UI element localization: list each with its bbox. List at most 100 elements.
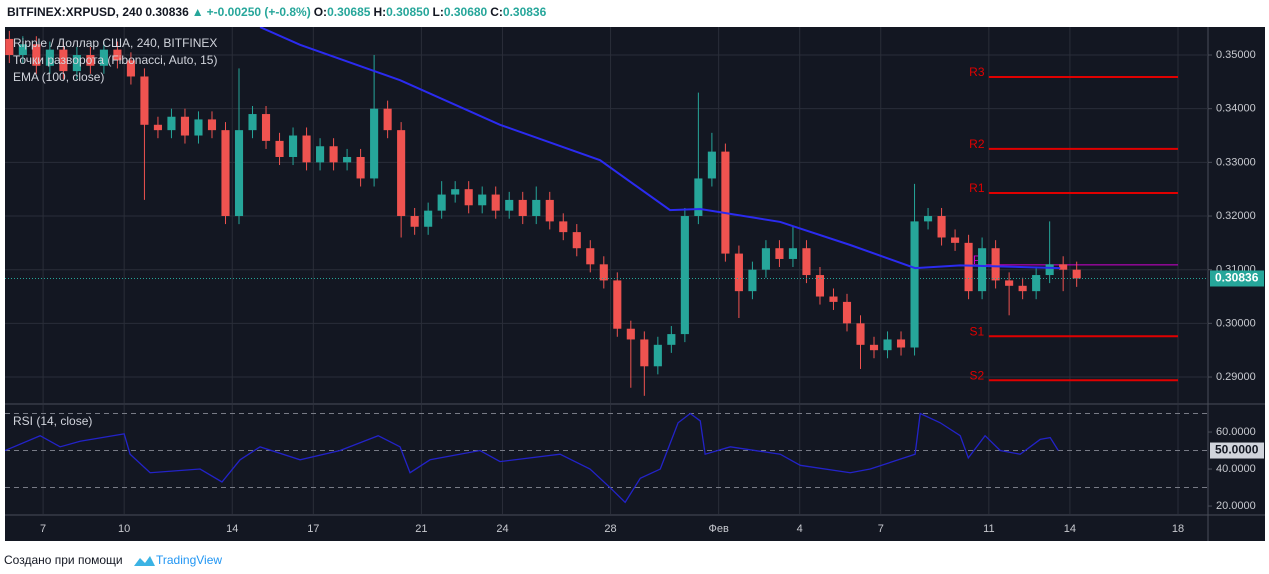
candle-body: [869, 344, 879, 351]
candle-body: [842, 301, 852, 324]
x-tick-label: 14: [1064, 523, 1076, 535]
candle-body: [72, 55, 81, 72]
footer-brand[interactable]: TradingView: [156, 553, 222, 567]
legend-ema: EMA (100, close): [13, 70, 104, 84]
candle-body: [248, 114, 257, 131]
y-tick-label: 0.30000: [1216, 317, 1256, 329]
pivot-label: S1: [970, 324, 985, 338]
candle-body: [356, 156, 365, 179]
last-price-label: 0.30836: [1215, 271, 1259, 285]
x-tick-label: 7: [878, 523, 884, 535]
candle-body: [951, 237, 960, 243]
change: +-0.00250 (+-0.8%): [207, 5, 311, 19]
candle-body: [991, 248, 1000, 281]
candle-body: [1005, 280, 1014, 286]
legend-title: Ripple / Доллар США, 240, BITFINEX: [13, 36, 217, 50]
rsi-last-label: 50.0000: [1215, 443, 1259, 457]
x-tick-label: 24: [496, 523, 508, 535]
x-tick-label: 14: [226, 523, 238, 535]
y-tick-label: 0.32000: [1216, 210, 1256, 222]
candle-body: [1018, 285, 1027, 292]
candle-body: [680, 216, 689, 335]
candle-body: [302, 135, 311, 163]
last-price-box: [1210, 270, 1264, 287]
candle-body: [329, 146, 338, 163]
candle-body: [518, 199, 527, 217]
candle-body: [194, 119, 203, 136]
candle-body: [896, 339, 906, 348]
candle-body: [316, 146, 325, 163]
y-tick-label: 20.0000: [1216, 500, 1256, 512]
candle-body: [694, 178, 703, 217]
x-tick-label: 10: [118, 523, 130, 535]
candle-body: [721, 151, 730, 254]
x-tick-label: 7: [40, 523, 46, 535]
price: 0.30836: [145, 5, 189, 19]
candle-body: [491, 194, 500, 211]
candle-body: [126, 60, 135, 77]
candle-body: [437, 194, 446, 211]
candle-body: [288, 135, 298, 157]
ohlc-value: 0.30850: [386, 5, 430, 19]
candle-body: [1032, 275, 1041, 292]
ema-line: [259, 27, 1061, 270]
candle-body: [829, 296, 838, 302]
candle-body: [910, 221, 919, 348]
candle-body: [153, 124, 162, 131]
ohlc-label: O:: [314, 5, 327, 19]
candle-body: [572, 232, 581, 249]
x-tick-label: 17: [307, 523, 319, 535]
candle-body: [734, 253, 743, 292]
pivot-label: P: [973, 253, 981, 267]
rsi-last-box: [1210, 442, 1264, 459]
candle-body: [613, 280, 622, 329]
candle-body: [775, 248, 784, 259]
candle-body: [707, 151, 716, 179]
candle-body: [113, 49, 122, 61]
candle-body: [451, 189, 460, 195]
candle-body: [748, 269, 757, 292]
candle-body: [275, 140, 284, 157]
candle-body: [234, 130, 244, 217]
candle-body: [802, 248, 811, 276]
candle-body: [1072, 269, 1081, 279]
chart-background: [5, 27, 1265, 541]
candle-body: [207, 119, 217, 131]
logo: [134, 556, 155, 566]
candle-body: [32, 44, 41, 66]
arrow: ▲: [192, 5, 204, 19]
candle-body: [410, 216, 419, 227]
candle-body: [626, 328, 635, 340]
ohlc-value: 0.30680: [444, 5, 488, 19]
rsi-pane: [5, 405, 1208, 514]
candle-body: [140, 76, 149, 125]
candle-body: [505, 199, 514, 211]
pivot-label: R3: [969, 65, 985, 79]
header: BITFINEX:XRPUSD, 240 0.30836 ▲ +-0.00250 (+…: [7, 5, 547, 19]
x-tick-label: 28: [604, 523, 616, 535]
y-tick-label: 0.33000: [1216, 156, 1256, 168]
candle-body: [883, 339, 892, 351]
candle-body: [99, 49, 108, 66]
candle-body: [167, 116, 176, 131]
candle-body: [397, 130, 406, 217]
y-tick-label: 0.34000: [1216, 103, 1256, 115]
candle-body: [559, 221, 568, 233]
pivot-label: S2: [970, 368, 985, 382]
candle-body: [924, 216, 933, 222]
candle-body: [5, 38, 14, 56]
legend-pivots: Точки разворота (Fibonacci, Auto, 15): [13, 53, 217, 67]
main-pane: R3 R2 R1 P S1 S2: [5, 27, 1208, 403]
candle-body: [343, 156, 352, 163]
candle-body: [788, 248, 798, 259]
symbol: BITFINEX:XRPUSD, 240: [7, 5, 143, 19]
ohlc-label: C:: [490, 5, 503, 19]
candle-body: [761, 248, 770, 270]
candle-body: [86, 55, 95, 66]
pivot-label: R2: [969, 137, 985, 151]
footer-bar: [0, 541, 1269, 574]
header-bar: [0, 0, 1269, 26]
legend-rsi: RSI (14, close): [13, 414, 92, 428]
candle-body: [937, 216, 946, 238]
